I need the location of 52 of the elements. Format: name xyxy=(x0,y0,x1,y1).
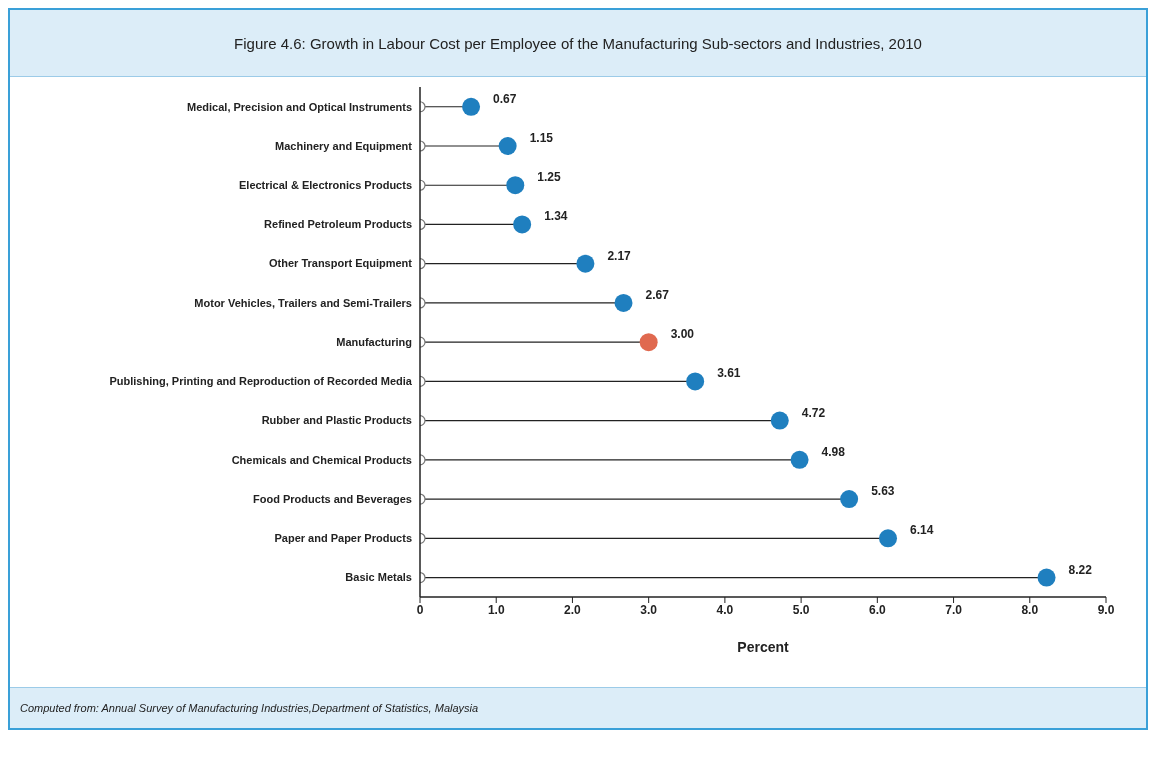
y-tick-label: Publishing, Printing and Reproduction of Recorded Media xyxy=(109,375,413,388)
point xyxy=(686,372,705,391)
data-label: 2.17 xyxy=(607,248,632,263)
data-label: 4.72 xyxy=(801,405,826,420)
x-tick-label: 6.0 xyxy=(868,602,886,617)
x-tick-label: 4.0 xyxy=(716,602,734,617)
y-tick-label: Manufacturing xyxy=(336,335,412,348)
y-tick-label: Other Transport Equipment xyxy=(268,257,413,270)
y-tick-label: Refined Petroleum Products xyxy=(264,218,412,231)
x-tick-label: 7.0 xyxy=(945,602,963,617)
point xyxy=(513,215,532,234)
x-tick-label: 0 xyxy=(416,602,424,617)
y-tick-label: Chemicals and Chemical Products xyxy=(231,453,412,466)
y-tick-label: Electrical & Electronics Products xyxy=(238,178,412,191)
point xyxy=(506,176,525,195)
data-label: 3.61 xyxy=(717,366,741,381)
y-tick-label: Paper and Paper Products xyxy=(274,532,412,545)
data-label: 1.15 xyxy=(529,131,554,145)
y-tick-label: Rubber and Plastic Products xyxy=(261,414,412,427)
point xyxy=(576,254,595,273)
x-tick-label: 8.0 xyxy=(1021,602,1039,617)
data-label: 4.98 xyxy=(821,444,846,459)
y-tick-label: Food Products and Beverages xyxy=(253,492,412,505)
x-axis-title: Percent xyxy=(737,639,790,655)
point xyxy=(498,137,517,155)
point xyxy=(790,450,809,469)
point xyxy=(1037,568,1056,587)
data-label: 3.00 xyxy=(670,327,695,342)
x-tick-label: 2.0 xyxy=(564,602,582,617)
text: Computed from: Annual Survey of Manufacturing Industries,Department of Statistics, Malaysia xyxy=(10,687,1146,728)
x-tick-label: 3.0 xyxy=(640,602,658,617)
point xyxy=(840,490,859,509)
data-label: 1.25 xyxy=(537,170,561,185)
x-tick-label: 5.0 xyxy=(792,602,810,617)
chart-title: Figure 4.6: Growth in Labour Cost per Employee of the Manufacturing Sub-sectors and Industries, 2010 xyxy=(10,10,1146,77)
data-label: 2.67 xyxy=(645,287,670,302)
y-tick-label: Basic Metals xyxy=(345,571,412,584)
x-tick-label: 1.0 xyxy=(487,602,505,617)
data-label: 0.67 xyxy=(493,91,517,106)
y-tick-label: Medical, Precision and Optical Instruments xyxy=(187,100,412,113)
data-label: 5.63 xyxy=(871,484,895,499)
point xyxy=(770,411,789,430)
point xyxy=(879,529,897,548)
y-tick-label: Machinery and Equipment xyxy=(275,139,413,152)
data-label: 6.14 xyxy=(910,523,934,538)
data-label: 1.34 xyxy=(544,209,568,224)
y-tick-label: Motor Vehicles, Trailers and Semi-Trailers xyxy=(194,296,412,309)
point xyxy=(462,97,481,116)
point xyxy=(639,333,658,352)
data-label: 8.22 xyxy=(1068,562,1093,577)
point xyxy=(614,293,633,312)
x-tick-label: 9.0 xyxy=(1097,602,1115,617)
